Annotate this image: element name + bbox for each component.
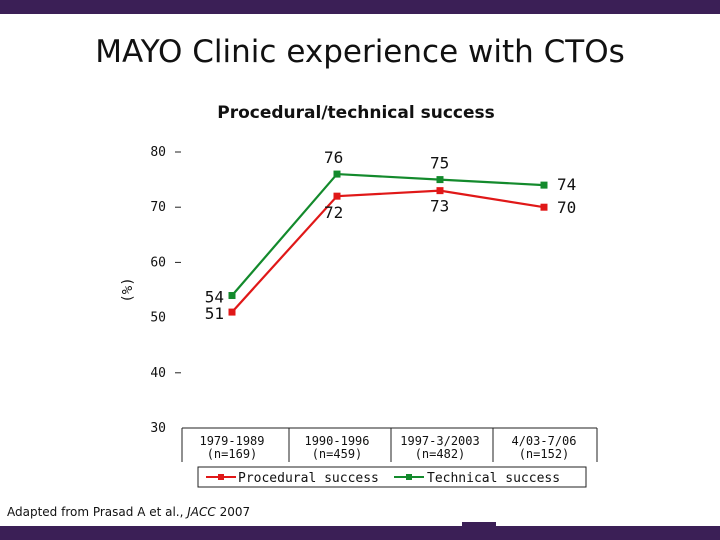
technical-point [540,181,548,189]
source-prefix: Adapted from Prasad A et al., [7,505,188,519]
y-tick-label: 50 [150,311,166,326]
technical-data-label: 75 [430,154,449,173]
legend-procedural-marker [218,474,224,480]
series-line-procedural [231,189,545,313]
axes: 8070605040301979-1989(n=169)1990-1996(n=… [150,145,598,462]
source-journal: JACC [187,505,216,519]
legend: Procedural success Technical success [197,466,587,488]
x-tick-label: 1979-1989 [199,434,264,448]
slide-title: MAYO Clinic experience with CTOs [95,34,625,70]
x-tick-label: 1997-3/2003 [400,434,479,448]
technical-point [333,170,341,178]
y-tick-label: 60 [150,255,166,270]
bottom-band [0,526,720,540]
procedural-data-label: 70 [557,198,576,217]
series-line-technical [231,172,545,297]
x-tick-n-label: (n=459) [312,447,363,461]
x-tick-n-label: (n=482) [415,447,466,461]
legend-procedural-label: Procedural success [238,471,379,486]
technical-data-label: 76 [324,148,343,167]
technical-point [228,292,236,300]
technical-point [436,176,444,184]
legend-box [197,466,587,488]
procedural-point [540,203,548,211]
y-tick-label: 40 [150,366,166,381]
technical-data-label: 74 [557,175,576,194]
x-tick-n-label: (n=169) [207,447,258,461]
top-band [0,0,720,14]
bottom-notch [462,522,496,526]
source-note: Adapted from Prasad A et al., JACC 2007 [7,505,250,519]
procedural-point [436,187,444,195]
y-tick-label: 80 [150,145,166,160]
x-tick-label: 4/03-7/06 [511,434,576,448]
procedural-data-label: 73 [430,197,449,216]
x-tick-label: 1990-1996 [304,434,369,448]
source-year: 2007 [215,505,251,519]
procedural-data-label: 72 [324,203,343,222]
procedural-point [333,192,341,200]
series-layer: 51 72 73 70 54 76 75 74 [205,148,577,323]
y-tick-label: 30 [150,421,166,436]
legend-technical-label: Technical success [427,471,560,486]
y-tick-label: 70 [150,200,166,215]
legend-technical-marker [406,474,412,480]
x-tick-n-label: (n=152) [519,447,570,461]
procedural-point [228,308,236,316]
procedural-data-label: 51 [205,304,224,323]
technical-data-label: 54 [205,288,224,307]
y-axis-label: (%) [120,277,136,302]
chart-title: Procedural/technical success [217,103,495,123]
